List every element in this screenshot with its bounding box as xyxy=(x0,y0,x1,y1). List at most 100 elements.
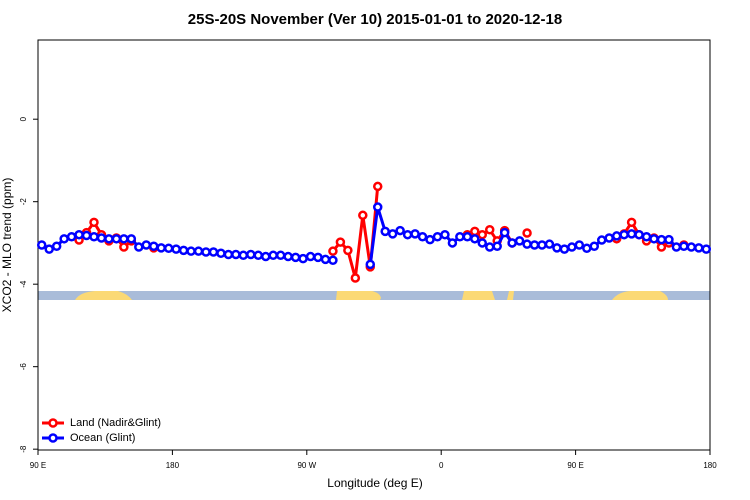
data-point xyxy=(328,246,338,256)
x-tick-label: 180 xyxy=(166,461,180,470)
y-tick-label: -6 xyxy=(19,363,28,371)
data-point xyxy=(148,241,159,251)
data-point xyxy=(619,229,629,240)
data-point xyxy=(470,226,480,237)
data-point xyxy=(507,238,517,248)
data-point xyxy=(89,217,99,228)
data-point xyxy=(51,241,62,251)
data-point xyxy=(596,235,607,245)
data-point xyxy=(36,240,47,250)
data-point xyxy=(626,229,637,239)
data-point xyxy=(231,249,241,260)
data-point xyxy=(298,253,308,264)
data-point xyxy=(313,252,323,263)
data-point xyxy=(664,234,674,245)
data-point xyxy=(246,249,256,260)
legend-marker xyxy=(48,433,58,443)
data-point xyxy=(484,242,495,252)
data-point xyxy=(671,242,682,252)
y-axis-title: XCO2 - MLO trend (ppm) xyxy=(0,178,14,313)
data-point xyxy=(134,242,144,252)
data-point xyxy=(470,234,480,244)
data-point xyxy=(402,229,413,240)
data-point xyxy=(119,234,129,244)
data-point xyxy=(552,243,562,253)
data-point xyxy=(611,231,622,241)
data-point xyxy=(380,226,390,237)
data-point xyxy=(365,259,376,270)
x-tick-label: 90 W xyxy=(297,461,316,470)
data-point xyxy=(582,243,592,254)
x-axis-title: Longitude (deg E) xyxy=(327,476,422,490)
data-point xyxy=(305,251,316,262)
data-point xyxy=(559,244,570,254)
data-point xyxy=(253,250,264,261)
data-point xyxy=(320,254,331,265)
data-point xyxy=(283,251,293,262)
legend-label: Land (Nadir&Glint) xyxy=(70,417,161,429)
data-point xyxy=(492,241,502,251)
data-point xyxy=(66,232,77,242)
data-point xyxy=(163,243,174,254)
data-point xyxy=(701,244,712,254)
land-shape xyxy=(336,291,381,300)
data-point xyxy=(589,241,600,251)
data-point xyxy=(89,232,99,242)
data-point xyxy=(335,237,346,247)
x-tick-label: 180 xyxy=(703,461,717,470)
data-point xyxy=(686,242,697,252)
data-point xyxy=(432,232,443,242)
data-point xyxy=(290,252,301,263)
land-shape xyxy=(507,291,514,300)
data-point xyxy=(178,245,189,256)
data-point xyxy=(223,249,234,260)
data-point xyxy=(171,244,181,254)
data-point xyxy=(484,224,495,235)
data-point xyxy=(260,251,271,262)
legend-label: Ocean (Glint) xyxy=(70,432,135,444)
x-tick-label: 90 E xyxy=(567,461,583,470)
data-point xyxy=(193,246,204,256)
chart-title: 25S-20S November (Ver 10) 2015-01-01 to … xyxy=(188,11,562,28)
data-point xyxy=(649,234,659,244)
y-tick-label: 0 xyxy=(19,116,28,121)
data-point xyxy=(126,234,137,244)
data-point xyxy=(514,236,525,246)
data-point xyxy=(350,273,361,283)
data-point xyxy=(372,181,383,192)
data-point xyxy=(387,229,398,239)
data-point xyxy=(81,230,92,241)
data-point xyxy=(111,234,122,244)
data-point xyxy=(425,234,435,245)
data-point xyxy=(44,244,54,254)
data-point xyxy=(656,242,667,252)
data-point xyxy=(96,233,107,243)
data-point xyxy=(238,250,249,261)
data-point xyxy=(447,238,458,248)
data-point xyxy=(186,246,196,256)
data-point xyxy=(455,232,465,242)
data-point xyxy=(477,238,488,248)
data-point xyxy=(567,242,577,252)
data-point xyxy=(119,242,129,252)
land-shape xyxy=(612,291,668,300)
data-point xyxy=(694,243,704,253)
data-point xyxy=(522,228,532,238)
data-point xyxy=(537,240,547,250)
data-point xyxy=(499,227,510,238)
data-point xyxy=(544,239,555,249)
data-point xyxy=(604,233,614,243)
data-point xyxy=(626,217,637,228)
y-tick-label: -8 xyxy=(19,445,28,453)
data-point xyxy=(328,255,338,266)
data-point xyxy=(529,240,540,250)
data-point xyxy=(462,232,473,242)
data-point xyxy=(208,247,219,257)
data-point xyxy=(410,229,420,239)
data-point xyxy=(634,229,644,240)
data-point xyxy=(372,202,383,212)
x-tick-label: 90 E xyxy=(30,461,46,470)
legend-marker xyxy=(48,418,58,428)
